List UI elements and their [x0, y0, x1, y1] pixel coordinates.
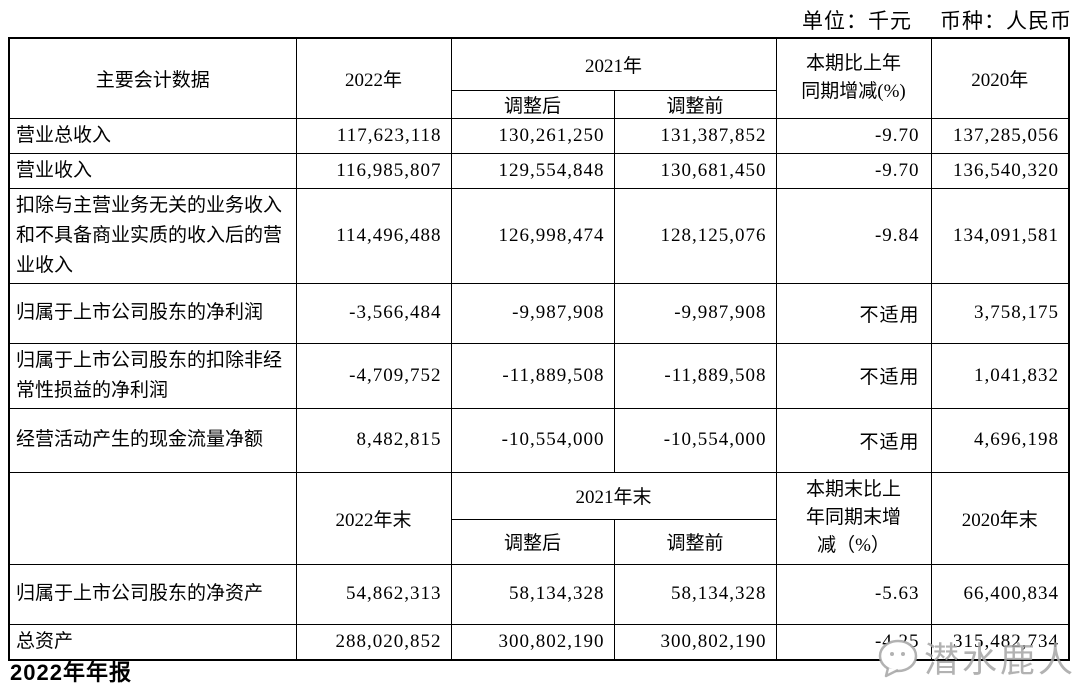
value-2021-before: 300,802,190: [613, 623, 777, 660]
units-line: 单位：千元 币种：人民币: [802, 5, 1072, 35]
row-label: 营业收入: [8, 152, 297, 189]
row-label: 营业总收入: [8, 117, 297, 154]
table-header-row-1: 主要会计数据 2022年 2021年 本期比上年同期增减(%) 2020年: [8, 37, 1070, 119]
value-change: -9.84: [775, 187, 932, 284]
header-2020: 2020年: [930, 37, 1070, 119]
value-2021-adjusted: 129,554,848: [450, 152, 615, 189]
value-2021-before: -9,987,908: [613, 282, 777, 344]
value-2022: -3,566,484: [295, 282, 452, 344]
value-2022: -4,709,752: [295, 342, 452, 409]
value-change: -9.70: [775, 152, 932, 189]
value-change: 不适用: [775, 342, 932, 409]
table-row: 归属于上市公司股东的扣除非经常性损益的净利润 -4,709,752 -11,88…: [8, 342, 1070, 409]
watermark-text: 潜水鹿人: [923, 641, 1076, 680]
value-2021-before: 130,681,450: [613, 152, 777, 189]
value-2020: 1,041,832: [930, 342, 1070, 409]
value-2021-adjusted: -11,889,508: [450, 342, 615, 409]
table-header-row-2: 2022年末 2021年末 本期末比上年同期末增减（%） 2020年末: [8, 471, 1070, 565]
row-label: 经营活动产生的现金流量净额: [8, 407, 297, 473]
value-2020: 134,091,581: [930, 187, 1070, 284]
table-header-row-1-sub: 调整后 调整前: [9, 89, 1069, 119]
currency-label: 币种：人民币: [940, 9, 1072, 33]
header-2022-end: 2022年末: [295, 471, 452, 565]
table-row: 经营活动产生的现金流量净额 8,482,815 -10,554,000 -10,…: [8, 407, 1070, 473]
value-2020: 136,540,320: [930, 152, 1070, 189]
table-row: 总资产 288,020,852 300,802,190 300,802,190 …: [8, 623, 1070, 660]
value-2021-before: 131,387,852: [613, 117, 777, 154]
header-2021: 2021年: [450, 37, 777, 91]
value-2020: 3,758,175: [930, 282, 1070, 344]
report-title: 2022年年报: [10, 660, 132, 685]
value-2022: 114,496,488: [295, 187, 452, 284]
watermark: 潜水鹿人: [876, 632, 1076, 683]
header-2021-end: 2021年末: [450, 471, 777, 520]
row-label: 归属于上市公司股东的扣除非经常性损益的净利润: [8, 342, 297, 409]
value-2021-before: -11,889,508: [613, 342, 777, 409]
value-2021-adjusted: 58,134,328: [450, 563, 615, 625]
value-2021-adjusted: -10,554,000: [450, 407, 615, 473]
value-change: 不适用: [775, 407, 932, 473]
header-2022: 2022年: [295, 37, 452, 119]
value-2020: 66,400,834: [930, 563, 1070, 625]
table-row: 营业总收入 117,623,118 130,261,250 131,387,85…: [8, 117, 1070, 154]
header-adjusted-before: 调整前: [613, 518, 777, 565]
watermark-logo-icon: [878, 639, 918, 677]
table-row: 归属于上市公司股东的净利润 -3,566,484 -9,987,908 -9,9…: [8, 282, 1070, 344]
value-2021-before: 128,125,076: [613, 187, 777, 284]
header-change-pct: 本期比上年同期增减(%): [775, 37, 932, 119]
header-main-data: 主要会计数据: [8, 37, 297, 119]
value-2022: 8,482,815: [295, 407, 452, 473]
value-2021-adjusted: 126,998,474: [450, 187, 615, 284]
value-2021-adjusted: 130,261,250: [450, 117, 615, 154]
row-label: 扣除与主营业务无关的业务收入和不具备商业实质的收入后的营业收入: [8, 187, 297, 284]
header-blank: [8, 471, 297, 565]
table-row: 营业收入 116,985,807 129,554,848 130,681,450…: [8, 152, 1070, 189]
value-2022: 288,020,852: [295, 623, 452, 660]
value-2021-adjusted: -9,987,908: [450, 282, 615, 344]
value-2022: 116,985,807: [295, 152, 452, 189]
value-change: -5.63: [775, 563, 932, 625]
units-label: 单位：千元: [802, 9, 912, 33]
header-2020-end: 2020年末: [930, 471, 1070, 565]
value-2021-before: 58,134,328: [613, 563, 777, 625]
header-end-change-pct-text: 本期末比上年同期末增减（%）: [806, 479, 902, 556]
table-row: 扣除与主营业务无关的业务收入和不具备商业实质的收入后的营业收入 114,496,…: [8, 187, 1070, 284]
value-2020: 137,285,056: [930, 117, 1070, 154]
key-financials-table: 主要会计数据 2022年 2021年 本期比上年同期增减(%) 2020年 调整…: [8, 37, 1071, 661]
value-2021-before: -10,554,000: [613, 407, 777, 473]
header-end-change-pct: 本期末比上年同期末增减（%）: [775, 471, 932, 565]
value-2022: 54,862,313: [295, 563, 452, 625]
header-change-pct-text: 本期比上年同期增减(%): [801, 53, 906, 103]
row-label: 归属于上市公司股东的净利润: [8, 282, 297, 344]
value-change: -9.70: [775, 117, 932, 154]
value-2021-adjusted: 300,802,190: [450, 623, 615, 660]
header-adjusted-after: 调整后: [450, 518, 615, 565]
table-row: 归属于上市公司股东的净资产 54,862,313 58,134,328 58,1…: [8, 563, 1070, 625]
value-2022: 117,623,118: [295, 117, 452, 154]
value-2020: 4,696,198: [930, 407, 1070, 473]
row-label: 总资产: [8, 623, 297, 660]
row-label: 归属于上市公司股东的净资产: [8, 563, 297, 625]
value-2020: 315,482,734: [930, 623, 1070, 660]
header-adjusted-after: 调整后: [450, 89, 615, 119]
header-adjusted-before: 调整前: [613, 89, 777, 119]
value-change: 不适用: [775, 282, 932, 344]
